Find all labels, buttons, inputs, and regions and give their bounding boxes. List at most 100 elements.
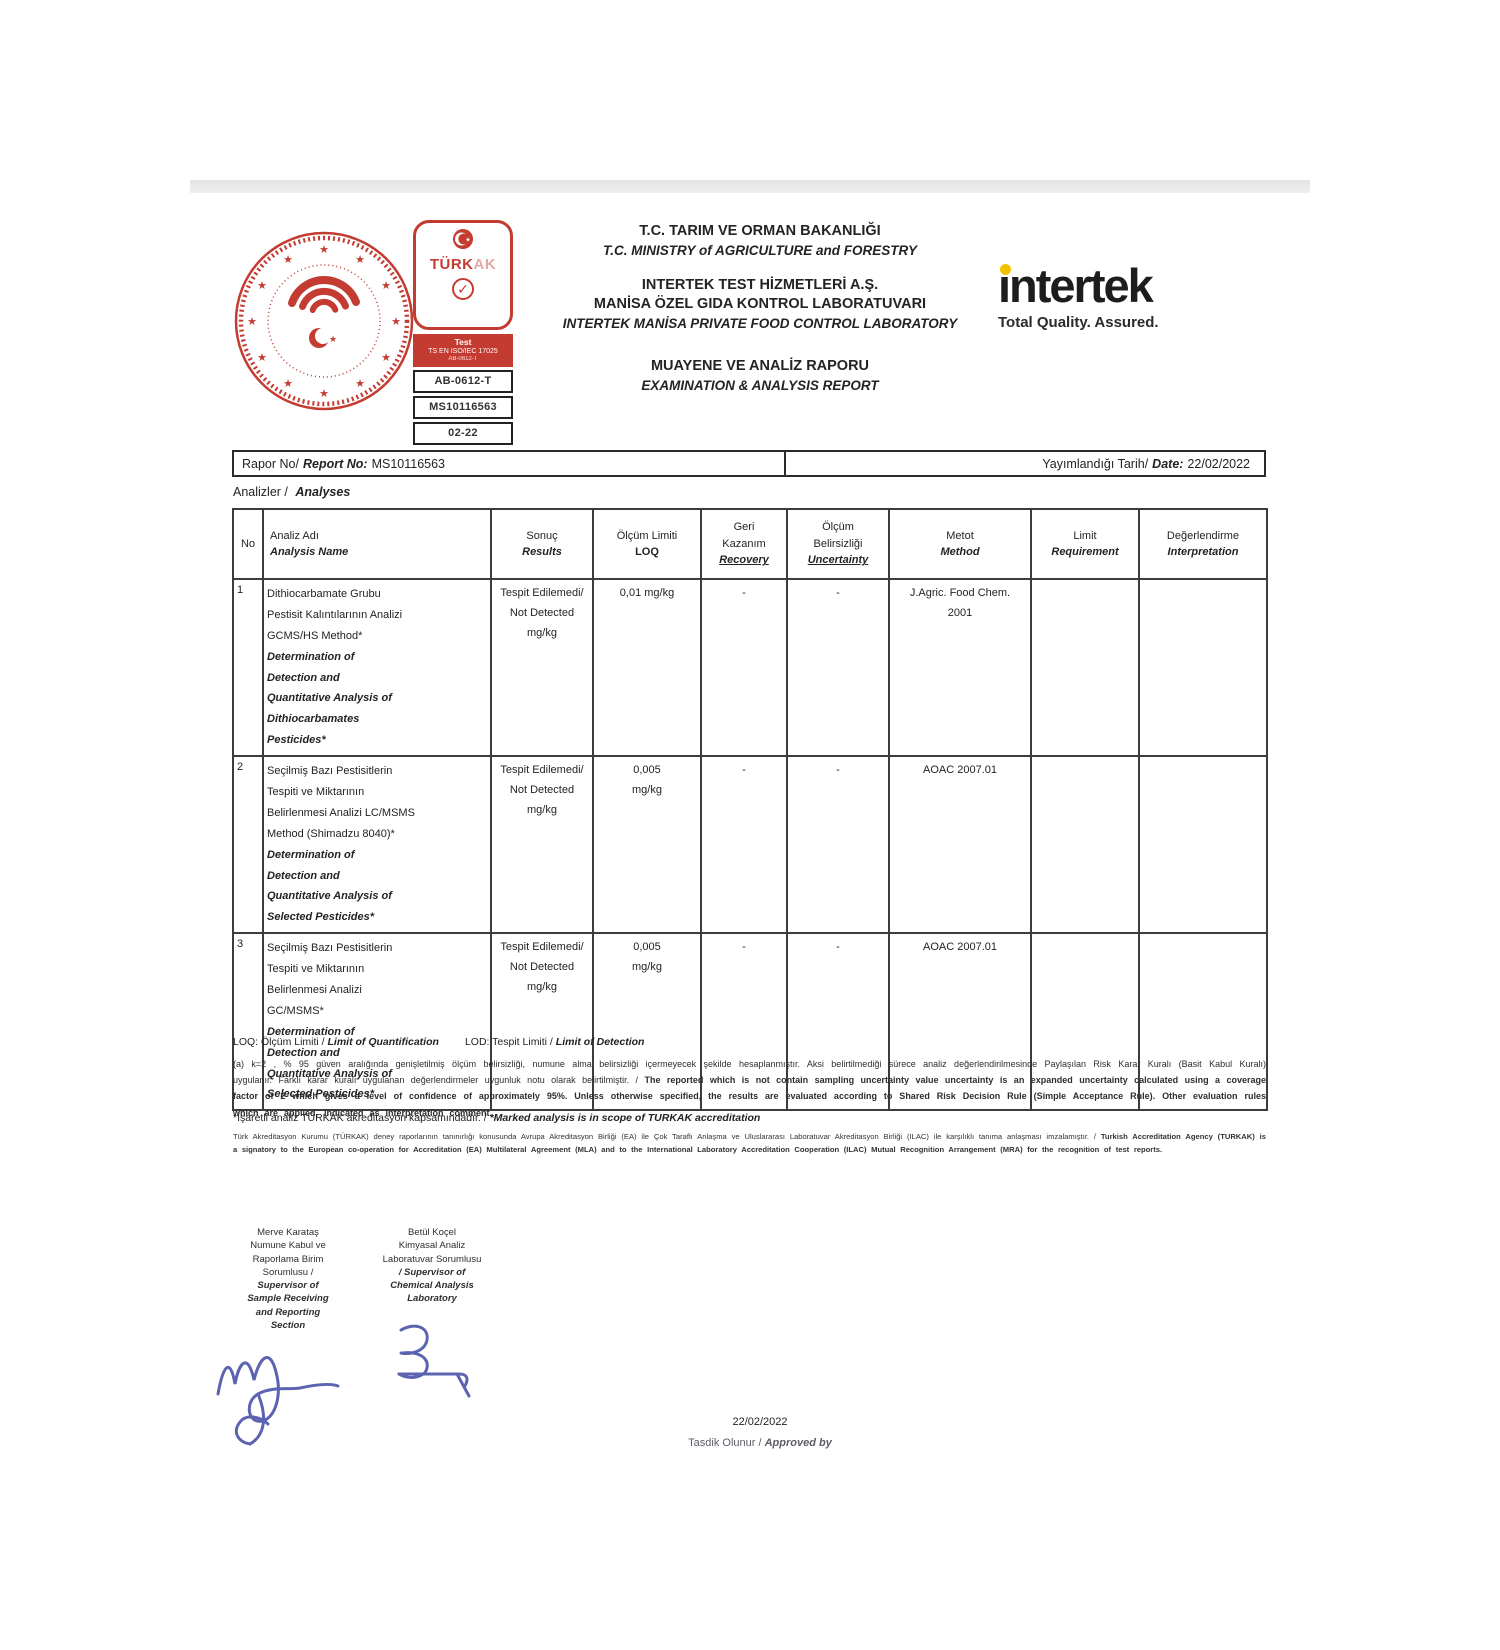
- cell-no: 2: [232, 755, 264, 935]
- svg-text:★: ★: [319, 387, 329, 400]
- signer-role-en: / Supervisor of Chemical Analysis Labora…: [390, 1266, 474, 1305]
- intertek-logo: intertek Total Quality. Assured.: [998, 262, 1218, 331]
- table-row: 3 Seçilmiş Bazı Pestisitlerin Tespiti ve…: [232, 932, 1268, 1112]
- turkak-cert-line1: Test: [454, 337, 472, 347]
- table-header-row: No Analiz Adı Analysis Name Sonuç Results …: [232, 508, 1268, 580]
- turkak-cert-line3: AB-0612-T: [448, 356, 478, 363]
- loq-lod-legend: LOQ: Ölçüm Limiti / Limit of Quantificat…: [233, 1036, 644, 1048]
- cell-loq: 0,005 mg/kg: [592, 932, 702, 1112]
- report-no-label-en: Report No:: [302, 456, 368, 471]
- accreditation-scope-note: *İşaretli analiz TÜRKAK akreditasyon kap…: [233, 1112, 760, 1124]
- cell-limit: [1030, 577, 1140, 758]
- cell-recovery: -: [700, 577, 788, 758]
- svg-text:★: ★: [247, 315, 257, 328]
- uncertainty-footnote-en: The reported which is not contain sampli…: [233, 1075, 1266, 1118]
- cell-result: Tespit Edilemedi/ Not Detected mg/kg: [490, 577, 594, 758]
- svg-text:★: ★: [257, 279, 267, 292]
- cell-method: J.Agric. Food Chem. 2001: [888, 577, 1032, 758]
- cell-limit: [1030, 755, 1140, 935]
- svg-text:★: ★: [329, 335, 337, 345]
- ministry-name-en: T.C. MINISTRY of AGRICULTURE and FORESTR…: [602, 242, 917, 258]
- signer-role-en: Supervisor of Sample Receiving and Repor…: [247, 1280, 329, 1332]
- uncertainty-footnote: (a) k=2 , % 95 güven aralığında genişlet…: [233, 1056, 1266, 1121]
- intertek-tagline: Total Quality. Assured.: [998, 314, 1159, 331]
- approval-block: 22/02/2022 Tasdik Olunur / Approved by: [600, 1416, 920, 1449]
- svg-text:★: ★: [381, 279, 391, 292]
- signer-role-tr: Kimyasal Analiz Laboratuvar Sorumlusu: [382, 1240, 482, 1265]
- cell-interpretation: [1138, 577, 1268, 758]
- signature-block-chemical-analysis: Betül Koçel Kimyasal Analiz Laboratuvar …: [356, 1226, 508, 1412]
- cell-result: Tespit Edilemedi/ Not Detected mg/kg: [490, 932, 594, 1112]
- turkak-brand: TÜRKAK: [429, 256, 497, 273]
- svg-text:★: ★: [355, 377, 365, 390]
- cell-analysis-name: Dithiocarbamate Grubu Pestisit Kalıntıla…: [262, 577, 492, 758]
- approval-label-tr: Tasdik Olunur /: [688, 1437, 765, 1449]
- turkak-mla-note: Türk Akreditasyon Kurumu (TÜRKAK) deney …: [233, 1130, 1266, 1157]
- svg-text:★: ★: [257, 351, 267, 364]
- analyses-label-tr: Analizler /: [233, 485, 288, 499]
- turkak-logo: ★ TÜRKAK ✓ Test TS EN ISO/IEC 17025 AB-0…: [413, 220, 513, 445]
- report-no-cell: Rapor No/ Report No: MS10116563: [234, 452, 786, 475]
- cell-method: AOAC 2007.01: [888, 755, 1032, 935]
- report-no-value: MS10116563: [371, 456, 445, 471]
- uncertainty-footnote-tr: (a) k=2 , % 95 güven aralığında genişlet…: [233, 1059, 1266, 1086]
- turkak-mla-en: Turkish Accreditation Agency (TURKAK) is…: [233, 1132, 1266, 1155]
- cell-loq: 0,005 mg/kg: [592, 755, 702, 935]
- table-row: 2 Seçilmiş Bazı Pestisitlerin Tespiti ve…: [232, 755, 1268, 935]
- cell-method: AOAC 2007.01: [888, 932, 1032, 1112]
- turkak-report-no: MS10116563: [413, 395, 513, 419]
- signer-name: Betül Koçel: [407, 1227, 457, 1238]
- report-no-bar: Rapor No/ Report No: MS10116563 Yayımlan…: [232, 450, 1266, 477]
- cell-no: 3: [232, 932, 264, 1112]
- turkak-mla-tr: Türk Akreditasyon Kurumu (TÜRKAK) deney …: [233, 1132, 1101, 1141]
- cell-recovery: -: [700, 755, 788, 935]
- signer-role-tr: Numune Kabul ve Raporlama Birim Sorumlus…: [250, 1240, 326, 1278]
- svg-text:★: ★: [283, 377, 293, 390]
- accreditation-scope-en: *Marked analysis is in scope of TURKAK a…: [489, 1112, 761, 1124]
- report-date-label-en: Date:: [1152, 456, 1184, 471]
- turkak-crescent-icon: ★: [453, 229, 473, 249]
- cell-uncertainty: -: [786, 932, 890, 1112]
- loq-label-en: Limit of Quantification: [327, 1036, 439, 1048]
- report-title-en: EXAMINATION & ANALYSIS REPORT: [641, 377, 879, 393]
- ministry-name-tr: T.C. TARIM VE ORMAN BAKANLIĞI: [639, 223, 881, 239]
- lab-name-tr2: MANİSA ÖZEL GIDA KONTROL LABORATUVARI: [593, 296, 927, 313]
- turkak-cert-box: Test TS EN ISO/IEC 17025 AB-0612-T: [413, 334, 513, 367]
- svg-text:★: ★: [283, 253, 293, 266]
- svg-text:★: ★: [391, 315, 401, 328]
- approval-label: Tasdik Olunur / Approved by: [600, 1437, 920, 1449]
- col-loq: Ölçüm Limiti LOQ: [592, 508, 702, 580]
- page-top-shadow: [190, 180, 1310, 193]
- col-results: Sonuç Results: [490, 508, 594, 580]
- lod-label-en: Limit of Detection: [555, 1036, 645, 1048]
- col-uncertainty: Ölçüm Belirsizliği Uncertainty: [786, 508, 890, 580]
- cell-analysis-name: Seçilmiş Bazı Pestisitlerin Tespiti ve M…: [262, 932, 492, 1112]
- turkak-check-icon: ✓: [452, 278, 474, 300]
- report-title-tr: MUAYENE VE ANALİZ RAPORU: [650, 358, 870, 375]
- col-method: Metot Method: [888, 508, 1032, 580]
- accreditation-scope-tr: *İşaretli analiz TÜRKAK akreditasyon kap…: [233, 1112, 490, 1124]
- signature-icon: [216, 1356, 340, 1446]
- col-analysis-name: Analiz Adı Analysis Name: [262, 508, 492, 580]
- report-date-value: 22/02/2022: [1187, 456, 1250, 471]
- cell-interpretation: [1138, 932, 1268, 1112]
- intertek-yellow-dot-icon: [1000, 264, 1011, 275]
- analyses-table: No Analiz Adı Analysis Name Sonuç Results …: [232, 508, 1268, 1112]
- report-date-label-tr: Yayımlandığı Tarih/: [1042, 456, 1149, 471]
- svg-text:★: ★: [319, 243, 329, 256]
- header-title-block: T.C. TARIM VE ORMAN BAKANLIĞI T.C. MINIS…: [540, 222, 980, 395]
- signature-block-sample-receiving: Merve Karataş Numune Kabul ve Raporlama …: [216, 1226, 356, 1448]
- lod-label: LOD: Tespit Limiti /: [464, 1036, 556, 1048]
- analyses-label-en: Analyses: [295, 485, 351, 499]
- cell-result: Tespit Edilemedi/ Not Detected mg/kg: [490, 755, 594, 935]
- analyses-section-label: Analizler / Analyses: [233, 485, 350, 499]
- signer-name: Merve Karataş: [257, 1227, 319, 1238]
- report-no-label-tr: Rapor No/: [242, 456, 299, 471]
- lab-name-en: INTERTEK MANİSA PRIVATE FOOD CONTROL LAB…: [562, 315, 958, 331]
- cell-limit: [1030, 932, 1140, 1112]
- turkak-accreditation-no: AB-0612-T: [413, 369, 513, 393]
- signature-icon: [397, 1324, 471, 1398]
- turkak-frame: ★ TÜRKAK ✓: [413, 220, 513, 330]
- turkak-cert-line2: TS EN ISO/IEC 17025: [428, 347, 498, 355]
